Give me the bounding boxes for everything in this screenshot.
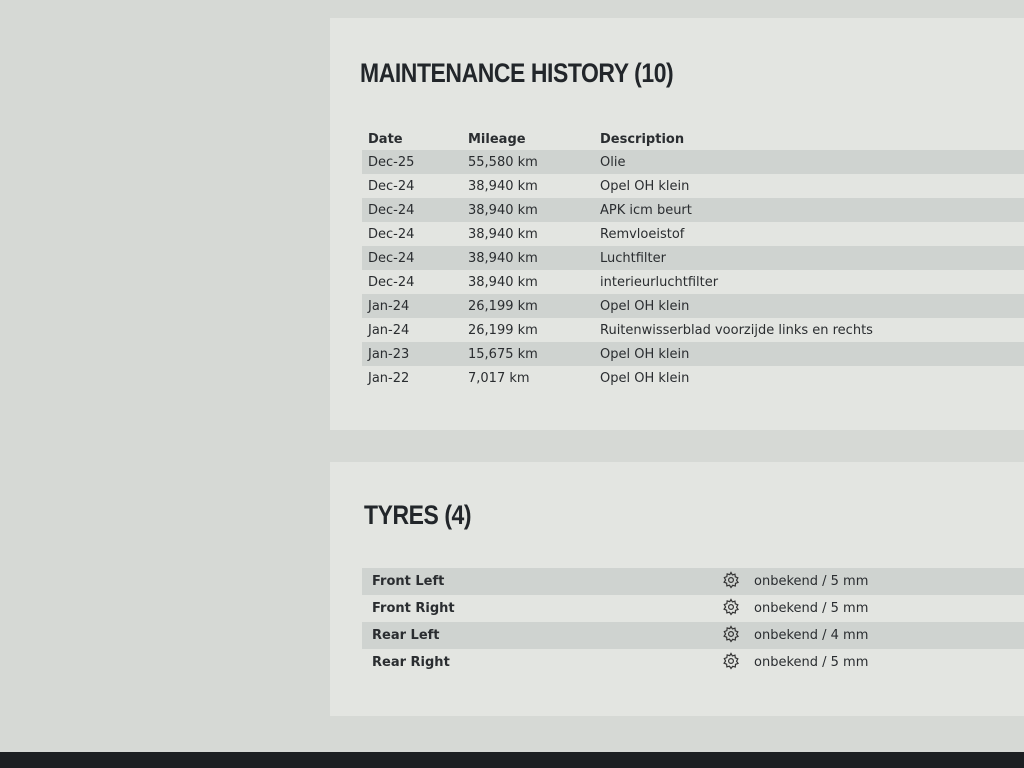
tyre-position: Rear Right — [372, 655, 450, 670]
tyre-info: onbekend / 4 mm — [722, 624, 869, 647]
table-row: Jan-24 26,199 km Ruitenwisserblad voorzijd… — [362, 318, 1024, 342]
table-row: Jan-23 15,675 km Opel OH klein — [362, 342, 1024, 366]
tyre-info: onbekend / 5 mm — [722, 597, 869, 620]
cell-mileage: 38,940 km — [468, 202, 538, 218]
cell-date: Jan-23 — [368, 346, 410, 362]
tyre-position: Front Left — [372, 574, 445, 589]
maintenance-history-card: MAINTENANCE HISTORY (10) Date Mileage De… — [330, 18, 1024, 430]
column-description: Description — [600, 131, 685, 147]
tyre-row: Front Left onbekend / 5 mm — [362, 568, 1024, 595]
cell-date: Jan-24 — [368, 298, 410, 314]
column-date: Date — [368, 131, 403, 147]
column-mileage: Mileage — [468, 131, 526, 147]
cell-description: Opel OH klein — [600, 346, 690, 362]
table-row: Dec-24 38,940 km Remvloeistof — [362, 222, 1024, 246]
table-row: Jan-24 26,199 km Opel OH klein — [362, 294, 1024, 318]
cell-description: Opel OH klein — [600, 370, 690, 386]
cell-mileage: 26,199 km — [468, 298, 538, 314]
tyre-position: Rear Left — [372, 628, 440, 643]
cell-description: interieurluchtfilter — [600, 274, 719, 290]
tyre-info: onbekend / 5 mm — [722, 651, 869, 674]
maintenance-table: Date Mileage Description Dec-25 55,580 km… — [362, 128, 1024, 390]
cell-mileage: 38,940 km — [468, 274, 538, 290]
tyres-table: Front Left onbekend / 5 mm Front Right onbe… — [362, 568, 1024, 676]
tyre-row: Rear Right onbekend / 5 mm — [362, 649, 1024, 676]
table-row: Dec-24 38,940 km Luchtfilter — [362, 246, 1024, 270]
cell-date: Dec-25 — [368, 154, 415, 170]
cell-mileage: 26,199 km — [468, 322, 538, 338]
table-header: Date Mileage Description — [362, 128, 1024, 150]
screen-bezel — [0, 752, 1024, 768]
cell-date: Jan-22 — [368, 370, 410, 386]
cell-date: Dec-24 — [368, 250, 415, 266]
cell-mileage: 7,017 km — [468, 370, 530, 386]
cell-date: Jan-24 — [368, 322, 410, 338]
tyre-status: onbekend / 4 mm — [754, 628, 869, 643]
cell-description: APK icm beurt — [600, 202, 692, 218]
maintenance-title: MAINTENANCE HISTORY (10) — [360, 58, 674, 88]
cell-date: Dec-24 — [368, 202, 415, 218]
cell-description: Opel OH klein — [600, 178, 690, 194]
table-row: Dec-24 38,940 km interieurluchtfilter — [362, 270, 1024, 294]
cell-mileage: 55,580 km — [468, 154, 538, 170]
tyre-row: Rear Left onbekend / 4 mm — [362, 622, 1024, 649]
cell-mileage: 38,940 km — [468, 178, 538, 194]
cell-description: Ruitenwisserblad voorzijde links en rech… — [600, 322, 873, 338]
tyre-gear-icon — [722, 570, 740, 593]
tyre-row: Front Right onbekend / 5 mm — [362, 595, 1024, 622]
tyre-gear-icon — [722, 624, 740, 647]
cell-mileage: 38,940 km — [468, 250, 538, 266]
cell-description: Olie — [600, 154, 626, 170]
table-row: Dec-24 38,940 km APK icm beurt — [362, 198, 1024, 222]
cell-date: Dec-24 — [368, 178, 415, 194]
cell-mileage: 38,940 km — [468, 226, 538, 242]
cell-description: Opel OH klein — [600, 298, 690, 314]
tyre-status: onbekend / 5 mm — [754, 574, 869, 589]
tyre-gear-icon — [722, 597, 740, 620]
tyre-info: onbekend / 5 mm — [722, 570, 869, 593]
tyres-card: TYRES (4) Front Left onbekend / 5 mm Front… — [330, 462, 1024, 716]
table-row: Dec-24 38,940 km Opel OH klein — [362, 174, 1024, 198]
table-row: Dec-25 55,580 km Olie — [362, 150, 1024, 174]
table-row: Jan-22 7,017 km Opel OH klein — [362, 366, 1024, 390]
cell-description: Luchtfilter — [600, 250, 666, 266]
tyres-title: TYRES (4) — [364, 500, 472, 530]
tyre-gear-icon — [722, 651, 740, 674]
cell-date: Dec-24 — [368, 274, 415, 290]
cell-description: Remvloeistof — [600, 226, 685, 242]
tyre-status: onbekend / 5 mm — [754, 655, 869, 670]
cell-mileage: 15,675 km — [468, 346, 538, 362]
tyre-position: Front Right — [372, 601, 455, 616]
tyre-status: onbekend / 5 mm — [754, 601, 869, 616]
cell-date: Dec-24 — [368, 226, 415, 242]
